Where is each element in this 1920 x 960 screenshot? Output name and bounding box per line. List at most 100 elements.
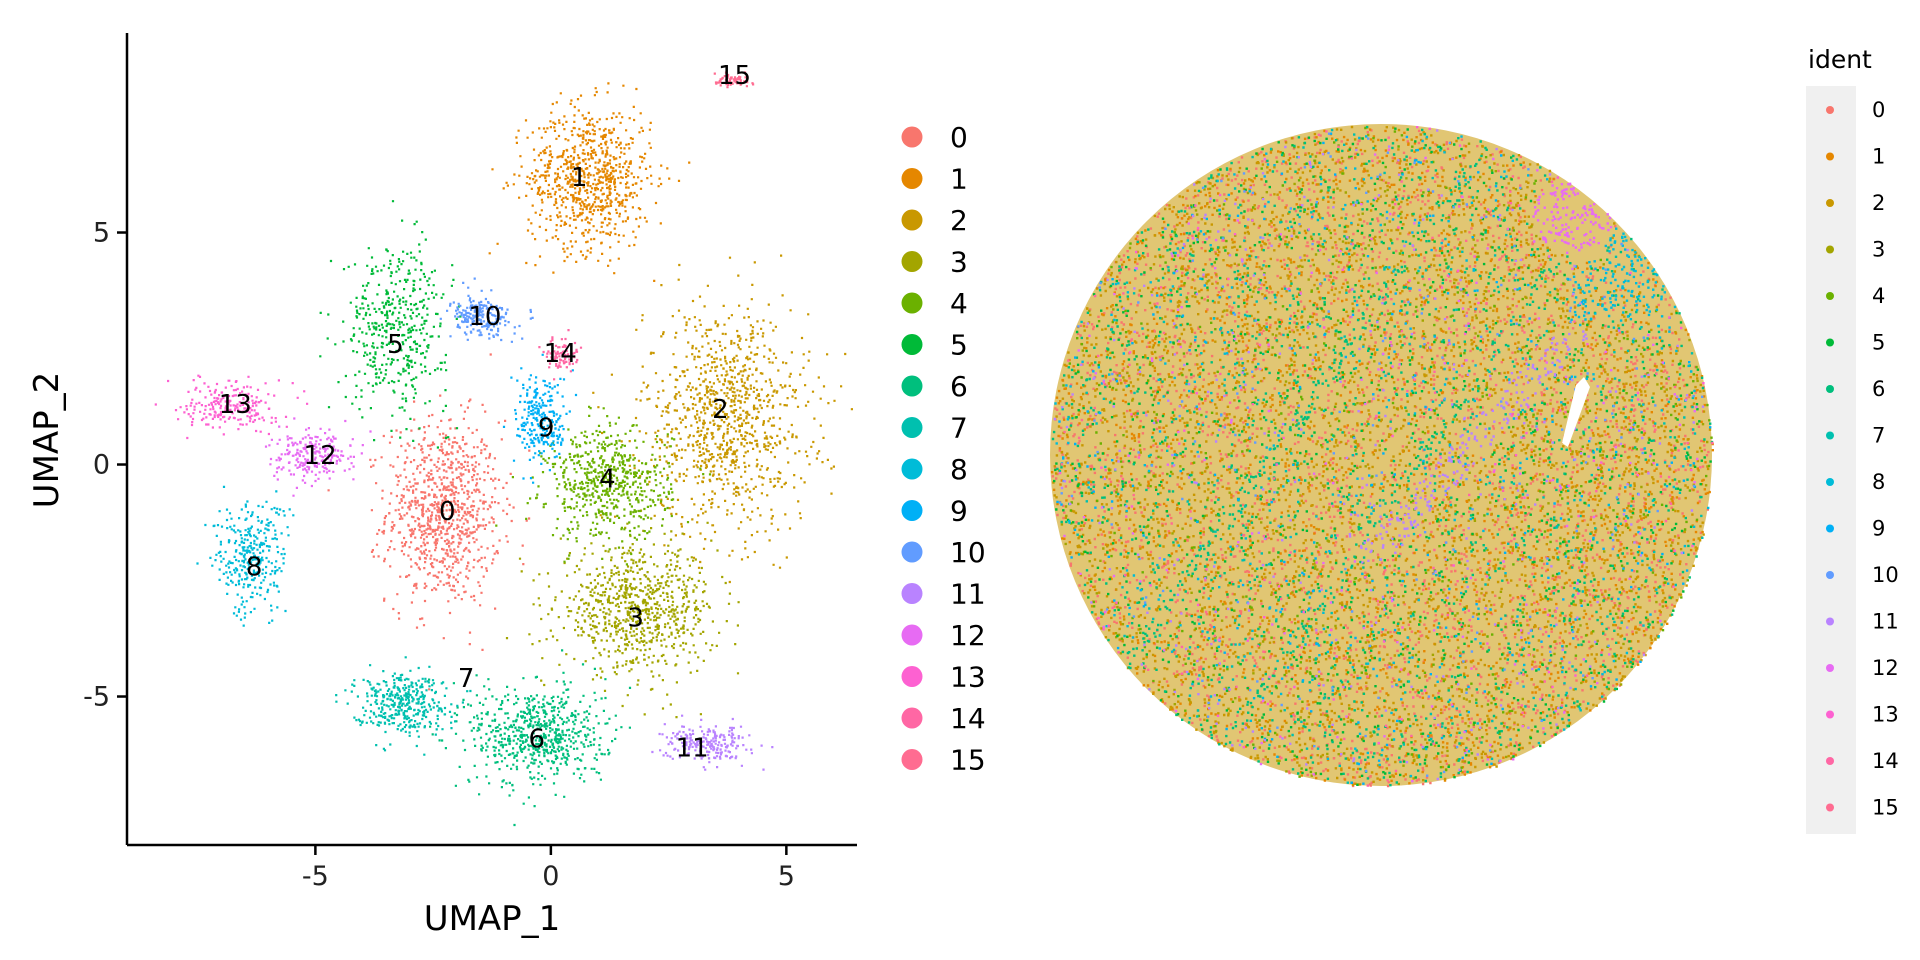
spatial-legend-item: 11 xyxy=(1826,610,1899,634)
umap-legend-label: 7 xyxy=(950,412,968,445)
umap-cluster-label: 14 xyxy=(544,339,577,369)
spatial-points xyxy=(1050,124,1714,788)
spatial-legend-label: 3 xyxy=(1872,238,1885,262)
umap-cluster-1-points xyxy=(488,82,691,282)
spatial-legend-swatch xyxy=(1826,571,1834,579)
umap-legend-item: 15 xyxy=(901,744,986,777)
umap-legend-swatch xyxy=(901,292,923,314)
spatial-legend-item: 8 xyxy=(1826,470,1885,494)
spatial-legend-item: 0 xyxy=(1826,98,1885,122)
umap-x-tick-label: 5 xyxy=(778,861,795,892)
umap-legend-label: 10 xyxy=(950,536,986,569)
umap-point-cloud xyxy=(488,82,691,282)
spatial-legend-label: 2 xyxy=(1872,191,1885,215)
umap-cluster-label: 3 xyxy=(627,604,644,634)
spatial-legend-item: 12 xyxy=(1826,656,1899,680)
umap-cluster-label: 13 xyxy=(219,390,252,420)
umap-legend-swatch xyxy=(901,168,923,189)
umap-cluster-14-points xyxy=(538,329,583,381)
umap-cluster-8-points xyxy=(196,485,295,627)
spatial-legend-item: 13 xyxy=(1826,703,1899,727)
umap-cluster-0-points xyxy=(327,353,531,706)
spatial-legend-label: 0 xyxy=(1872,98,1885,122)
umap-y-axis-title: UMAP_2 xyxy=(27,372,67,509)
umap-point-cloud xyxy=(713,71,755,89)
spatial-legend-swatch xyxy=(1826,292,1834,300)
spatial-legend-swatch xyxy=(1826,617,1834,626)
spatial-legend-swatch xyxy=(1826,152,1834,161)
umap-cluster-label: 12 xyxy=(304,441,337,471)
spatial-legend-label: 15 xyxy=(1872,796,1899,820)
umap-legend-swatch xyxy=(901,541,923,563)
spatial-tissue-gap xyxy=(1562,377,1590,447)
umap-legend-item: 8 xyxy=(901,453,968,486)
umap-point-cloud xyxy=(327,353,531,706)
umap-legend-item: 12 xyxy=(901,619,986,652)
umap-legend-label: 13 xyxy=(950,661,986,694)
spatial-legend-label: 6 xyxy=(1872,377,1885,401)
umap-cluster-11-points xyxy=(651,714,774,771)
spatial-legend-swatch xyxy=(1826,106,1834,114)
umap-legend-item: 2 xyxy=(901,204,968,237)
spatial-legend-label: 11 xyxy=(1872,610,1899,634)
spatial-legend-swatch xyxy=(1826,199,1834,207)
umap-point-cloud xyxy=(319,200,462,449)
spatial-legend-swatch xyxy=(1826,710,1834,719)
umap-legend-swatch xyxy=(901,624,923,646)
spatial-legend-label: 5 xyxy=(1872,331,1885,355)
umap-legend-item: 10 xyxy=(901,536,986,569)
spatial-legend-item: 7 xyxy=(1826,424,1885,448)
spatial-legend-item: 10 xyxy=(1826,563,1899,587)
umap-point-cloud xyxy=(154,374,309,440)
umap-cluster-label: 6 xyxy=(528,724,545,754)
umap-cluster-label: 8 xyxy=(246,553,263,583)
umap-cluster-label: 0 xyxy=(439,497,456,527)
umap-legend-item: 11 xyxy=(901,578,986,611)
umap-cluster-7-points xyxy=(335,656,472,756)
umap-point-cloud xyxy=(335,656,472,756)
umap-legend-label: 14 xyxy=(950,702,986,735)
umap-y-tick-label: 0 xyxy=(93,450,110,481)
umap-legend-item: 9 xyxy=(901,495,968,528)
umap-cluster-3-points xyxy=(505,516,740,719)
umap-legend-swatch xyxy=(901,251,923,272)
umap-legend-label: 1 xyxy=(950,163,968,196)
spatial-legend-label: 12 xyxy=(1872,656,1899,680)
umap-legend-label: 12 xyxy=(950,619,986,652)
umap-point-cloud xyxy=(439,277,534,343)
umap-point-cloud xyxy=(196,485,295,627)
spatial-legend-item: 5 xyxy=(1826,331,1885,355)
spatial-legend-swatch xyxy=(1826,431,1834,440)
umap-cluster-5-points xyxy=(319,200,462,449)
spatial-legend-panel xyxy=(1806,86,1856,834)
umap-legend-label: 2 xyxy=(950,204,968,237)
umap-point-cloud xyxy=(538,329,583,381)
spatial-legend-item: 3 xyxy=(1826,238,1885,262)
umap-legend-swatch xyxy=(901,666,923,687)
umap-legend-item: 7 xyxy=(901,412,968,445)
spatial-legend-label: 8 xyxy=(1872,470,1885,494)
umap-legend-item: 5 xyxy=(901,329,968,362)
umap-cluster-label: 1 xyxy=(571,163,588,193)
umap-legend-label: 5 xyxy=(950,329,968,362)
spatial-legend-swatch xyxy=(1826,385,1834,393)
umap-cluster-label: 11 xyxy=(676,734,709,764)
umap-legend-swatch xyxy=(901,126,923,148)
spatial-legend-swatch xyxy=(1826,338,1834,347)
umap-cluster-label: 15 xyxy=(718,61,751,91)
umap-legend-swatch xyxy=(901,417,923,438)
umap-legend-item: 13 xyxy=(901,661,986,694)
umap-cluster-13-points xyxy=(154,374,309,440)
umap-legend-label: 11 xyxy=(950,578,986,611)
spatial-legend-item: 2 xyxy=(1826,191,1885,215)
spatial-legend-label: 1 xyxy=(1872,145,1885,169)
umap-x-tick-label: 0 xyxy=(542,861,559,892)
spatial-legend-label: 9 xyxy=(1872,517,1885,541)
umap-cluster-label: 7 xyxy=(458,664,475,694)
umap-cluster-4-points xyxy=(495,405,712,566)
umap-legend-label: 4 xyxy=(950,287,968,320)
